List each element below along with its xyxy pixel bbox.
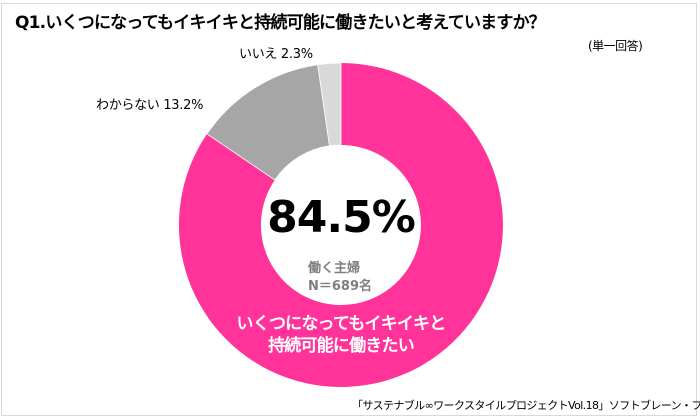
slice-no (317, 62, 342, 147)
label-want-to-work: いくつになってもイキイキと 持続可能に働きたい (230, 313, 452, 357)
center-sample: N＝689名 (308, 279, 373, 294)
label-want-line2: 持続可能に働きたい (268, 336, 415, 356)
center-value: 84.5% (267, 192, 416, 243)
label-no: いいえ 2.3% (239, 47, 313, 62)
source-note: 「サステナブル∞ワークスタイルプロジェクトVol.18」ソフトブレーン・フィール… (352, 399, 700, 412)
answer-type-note: (単一回答) (588, 39, 643, 53)
label-want-line1: いくつになってもイキイキと (236, 314, 447, 334)
label-dont-know: わからない 13.2% (96, 98, 204, 113)
slice-want-to-work (178, 63, 503, 387)
chart-title: Q1.いくつになってもイキイキと持続可能に働きたいと考えていますか？ (15, 13, 546, 33)
center-group: 働く主婦 (308, 261, 361, 276)
